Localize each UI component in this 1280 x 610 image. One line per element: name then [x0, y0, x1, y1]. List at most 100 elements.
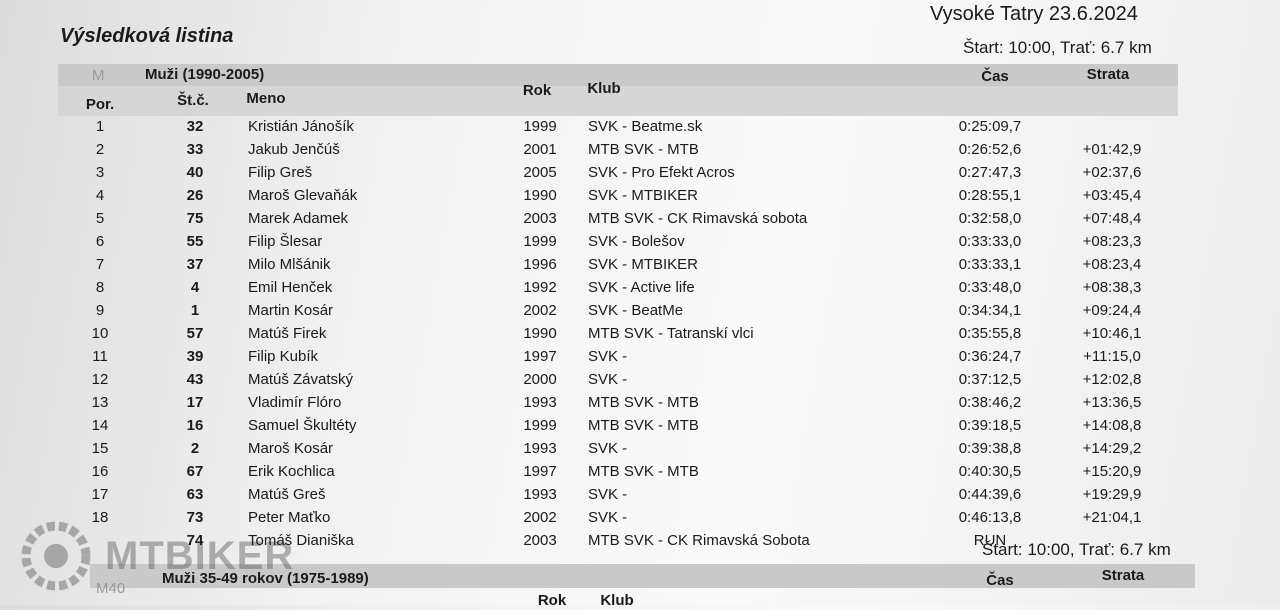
club-cell: SVK - Beatme.sk — [588, 118, 703, 135]
rider-name-cell: Vladimír Flóro — [248, 394, 342, 411]
rider-name-cell: Filip Greš — [248, 164, 313, 181]
club-cell: SVK - — [588, 440, 628, 457]
club-cell: SVK - Pro Efekt Acros — [588, 164, 735, 181]
column-header: Strata — [1086, 66, 1130, 83]
position-cell: 17 — [91, 486, 109, 503]
column-header-bar — [58, 86, 1178, 116]
bib-number-cell: 57 — [186, 325, 204, 342]
birth-year-cell: 2005 — [523, 164, 557, 181]
column-header: Klub — [600, 592, 634, 609]
club-cell: MTB SVK - CK Rimavská sobota — [588, 210, 808, 227]
birth-year-cell: 1992 — [523, 279, 557, 296]
birth-year-cell: 2000 — [523, 371, 557, 388]
rider-name-cell: Matúš Greš — [248, 486, 326, 503]
time-cell: 0:44:39,6 — [958, 486, 1022, 503]
club-cell: MTB SVK - MTB — [588, 417, 699, 434]
time-cell: 0:34:34,1 — [958, 302, 1022, 319]
bib-number-cell: 2 — [190, 440, 200, 457]
club-cell: SVK - — [588, 486, 628, 503]
section-name: Muži 35-49 rokov (1975-1989) — [162, 570, 369, 587]
time-cell: 0:32:58,0 — [958, 210, 1022, 227]
rider-name-cell: Samuel Škultéty — [248, 417, 357, 434]
rider-name-cell: Filip Šlesar — [248, 233, 323, 250]
time-cell: 0:27:47,3 — [958, 164, 1022, 181]
section-bar — [58, 64, 1178, 86]
rider-name-cell: Maroš Glevaňák — [248, 187, 358, 204]
time-gap-cell: +02:37,6 — [1082, 164, 1142, 181]
time-cell: 0:33:48,0 — [958, 279, 1022, 296]
bib-number-cell: 37 — [186, 256, 204, 273]
column-header: Št.č. — [177, 92, 209, 109]
position-cell: 9 — [95, 302, 105, 319]
time-gap-cell: +19:29,9 — [1082, 486, 1142, 503]
time-cell: 0:39:18,5 — [958, 417, 1022, 434]
time-gap-cell: +14:29,2 — [1082, 440, 1142, 457]
time-gap-cell: +12:02,8 — [1082, 371, 1142, 388]
column-header: Strata — [1101, 567, 1145, 584]
bib-number-cell: 33 — [186, 141, 204, 158]
time-cell: RUN — [973, 532, 1007, 549]
position-cell: 10 — [91, 325, 109, 342]
bib-number-cell: 16 — [186, 417, 204, 434]
birth-year-cell: 1999 — [523, 233, 557, 250]
birth-year-cell: 1997 — [523, 348, 557, 365]
position-cell: 6 — [95, 233, 105, 250]
column-header: Čas — [986, 572, 1014, 589]
time-gap-cell: +15:20,9 — [1082, 463, 1142, 480]
birth-year-cell: 1999 — [523, 118, 557, 135]
rider-name-cell: Tomáš Dianiška — [248, 532, 354, 549]
rider-name-cell: Matúš Závatský — [248, 371, 354, 388]
club-cell: MTB SVK - MTB — [588, 141, 699, 158]
time-cell: 0:39:38,8 — [958, 440, 1022, 457]
rider-name-cell: Filip Kubík — [248, 348, 319, 365]
position-cell: 18 — [91, 509, 109, 526]
position-cell: 15 — [91, 440, 109, 457]
bib-number-cell: 74 — [186, 532, 204, 549]
time-cell: 0:28:55,1 — [958, 187, 1022, 204]
birth-year-cell: 1993 — [523, 394, 557, 411]
position-cell: 16 — [91, 463, 109, 480]
section-name: Muži (1990-2005) — [145, 66, 265, 83]
bib-number-cell: 73 — [186, 509, 204, 526]
club-cell: SVK - MTBIKER — [588, 187, 699, 204]
time-cell: 0:33:33,1 — [958, 256, 1022, 273]
bib-number-cell: 4 — [190, 279, 200, 296]
club-cell: MTB SVK - MTB — [588, 394, 699, 411]
column-header: Por. — [85, 96, 115, 113]
rider-name-cell: Maroš Kosár — [248, 440, 334, 457]
position-cell: 3 — [95, 164, 105, 181]
rider-name-cell: Erik Kochlica — [248, 463, 335, 480]
bib-number-cell: 17 — [186, 394, 204, 411]
rider-name-cell: Peter Maťko — [248, 509, 331, 526]
position-cell: 8 — [95, 279, 105, 296]
bib-number-cell: 43 — [186, 371, 204, 388]
time-cell: 0:37:12,5 — [958, 371, 1022, 388]
bib-number-cell: 32 — [186, 118, 204, 135]
birth-year-cell: 2003 — [523, 532, 557, 549]
section-code: M40 — [96, 580, 126, 597]
club-cell: SVK - MTBIKER — [588, 256, 699, 273]
column-header: Rok — [522, 82, 552, 99]
time-cell: 0:33:33,0 — [958, 233, 1022, 250]
time-gap-cell: +03:45,4 — [1082, 187, 1142, 204]
birth-year-cell: 1990 — [523, 325, 557, 342]
position-cell: 11 — [92, 348, 108, 365]
position-cell: 1 — [95, 118, 105, 135]
bib-number-cell: 63 — [186, 486, 204, 503]
section-code: M — [92, 67, 105, 84]
club-cell: SVK - — [588, 371, 628, 388]
bib-number-cell: 40 — [186, 164, 204, 181]
column-header: Meno — [246, 90, 286, 107]
rider-name-cell: Kristián Jánošík — [248, 118, 354, 135]
position-cell: 13 — [91, 394, 109, 411]
time-cell: 0:40:30,5 — [958, 463, 1022, 480]
time-gap-cell: +08:38,3 — [1082, 279, 1142, 296]
start-info: Štart: 10:00, Trať: 6.7 km — [982, 540, 1171, 559]
birth-year-cell: 2002 — [523, 509, 557, 526]
bib-number-cell: 1 — [190, 302, 200, 319]
column-header: Rok — [537, 592, 567, 609]
time-gap-cell: +14:08,8 — [1082, 417, 1142, 434]
birth-year-cell: 2002 — [523, 302, 557, 319]
column-header: Čas — [981, 68, 1009, 85]
birth-year-cell: 2003 — [523, 210, 557, 227]
